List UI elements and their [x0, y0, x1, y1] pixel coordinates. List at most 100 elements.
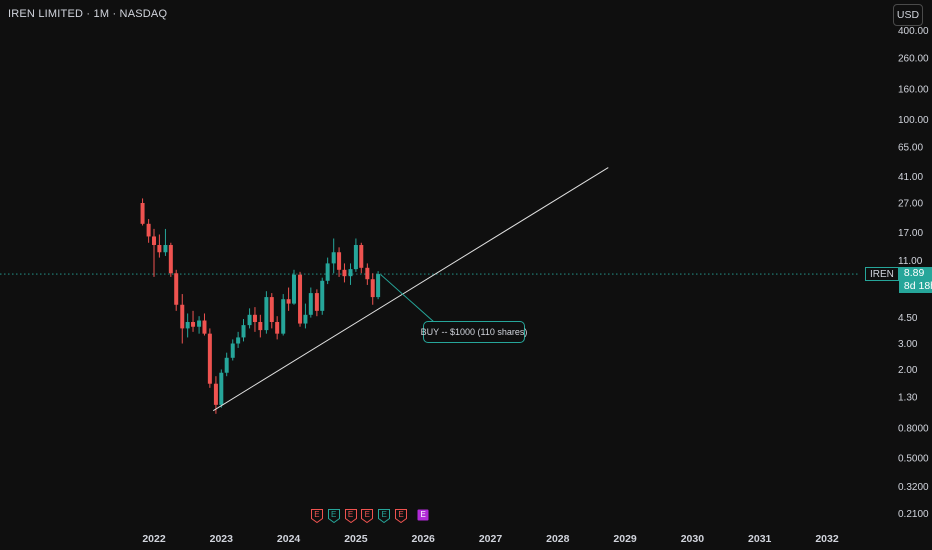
earnings-marker[interactable]: E: [344, 509, 357, 523]
candle-body: [202, 320, 207, 334]
earnings-marker[interactable]: E: [378, 509, 391, 523]
candle-body: [370, 279, 375, 298]
candle[interactable]: [376, 271, 381, 300]
candle-body: [146, 223, 151, 237]
currency-button[interactable]: USD: [893, 4, 923, 26]
candle[interactable]: [370, 273, 375, 305]
candle-body: [180, 304, 185, 329]
candle[interactable]: [219, 369, 224, 408]
candle[interactable]: [230, 339, 235, 361]
candle[interactable]: [157, 234, 162, 258]
candle[interactable]: [213, 376, 218, 414]
trendline[interactable]: [212, 167, 609, 412]
candle[interactable]: [342, 263, 347, 283]
year-tick-label: 2024: [277, 533, 301, 545]
candle[interactable]: [152, 228, 156, 277]
year-tick-label: 2026: [412, 533, 436, 545]
candle[interactable]: [146, 219, 151, 243]
candle[interactable]: [180, 294, 185, 344]
candle-body: [163, 245, 168, 253]
candle-body: [359, 245, 364, 268]
candle[interactable]: [207, 328, 212, 388]
candle[interactable]: [359, 242, 364, 274]
candle-body: [191, 322, 196, 327]
candle[interactable]: [241, 319, 246, 342]
candle[interactable]: [168, 242, 173, 277]
candle[interactable]: [314, 289, 319, 317]
candle[interactable]: [264, 291, 269, 334]
candle-body: [264, 297, 269, 331]
earnings-marker[interactable]: E: [417, 509, 429, 523]
candle[interactable]: [191, 310, 196, 332]
earnings-marker[interactable]: E: [361, 509, 374, 523]
candle[interactable]: [291, 269, 296, 305]
earnings-marker-label: E: [331, 510, 337, 519]
candle-body: [213, 383, 218, 405]
candle-body: [291, 274, 296, 304]
year-tick-label: 2028: [546, 533, 570, 545]
earnings-marker[interactable]: E: [327, 509, 340, 523]
candle-body: [252, 314, 257, 323]
candle[interactable]: [140, 198, 145, 226]
candle-body: [348, 269, 353, 277]
candle[interactable]: [174, 269, 179, 311]
candle[interactable]: [353, 238, 358, 272]
buy-annotation[interactable]: BUY -- $1000 (110 shares): [421, 321, 527, 343]
earnings-marker-label: E: [347, 510, 354, 519]
price-tick-label: 0.3200: [898, 482, 929, 493]
candle-body: [308, 293, 313, 315]
price-tick-label: 3.00: [898, 339, 918, 350]
candle[interactable]: [163, 228, 168, 256]
price-tick-label: 260.00: [898, 54, 929, 65]
candle[interactable]: [185, 313, 190, 338]
candle-body: [224, 357, 229, 373]
last-price-tag: IREN 8.89 8d 18h: [865, 267, 932, 293]
candle[interactable]: [281, 294, 286, 336]
candle[interactable]: [275, 316, 280, 340]
earnings-marker-label: E: [314, 510, 320, 519]
candle-body: [236, 337, 241, 344]
candle-body: [168, 245, 173, 274]
candle[interactable]: [303, 303, 308, 329]
candle[interactable]: [247, 308, 252, 329]
candle[interactable]: [236, 331, 241, 348]
candle[interactable]: [348, 263, 353, 285]
year-tick-label: 2032: [815, 533, 839, 545]
candle-body: [314, 293, 319, 311]
candle-body: [303, 314, 308, 324]
earnings-marker[interactable]: E: [394, 509, 407, 523]
symbol-title: IREN LIMITED · 1M · NASDAQ: [8, 8, 168, 20]
candle[interactable]: [258, 314, 263, 338]
price-tick-label: 65.00: [898, 142, 923, 153]
candle[interactable]: [202, 313, 207, 336]
candle-body: [241, 325, 246, 338]
candle[interactable]: [337, 247, 342, 277]
candle-body: [185, 322, 190, 329]
candle[interactable]: [298, 271, 303, 327]
candle-body: [325, 263, 330, 281]
price-tick-label: 0.2100: [898, 509, 929, 520]
price-tick-label: 0.5000: [898, 454, 929, 465]
candle[interactable]: [286, 287, 291, 311]
price-tick-label: 27.00: [898, 199, 923, 210]
candle[interactable]: [308, 287, 313, 318]
price-tick-label: 17.00: [898, 228, 923, 239]
year-tick-label: 2030: [681, 533, 705, 545]
candle[interactable]: [320, 277, 325, 315]
candle[interactable]: [325, 257, 330, 285]
candle-body: [258, 322, 263, 331]
year-tick-label: 2022: [142, 533, 166, 545]
candle[interactable]: [365, 263, 370, 285]
candle-body: [269, 297, 274, 323]
candle[interactable]: [252, 307, 257, 332]
earnings-marker[interactable]: E: [310, 509, 323, 523]
candle-body: [140, 203, 145, 224]
candle-body: [342, 269, 347, 277]
candle[interactable]: [269, 293, 274, 329]
earnings-marker-label: E: [381, 510, 387, 519]
candle[interactable]: [197, 316, 202, 334]
price-tick-label: 0.8000: [898, 424, 929, 435]
candle[interactable]: [224, 352, 229, 377]
candle[interactable]: [331, 238, 336, 274]
